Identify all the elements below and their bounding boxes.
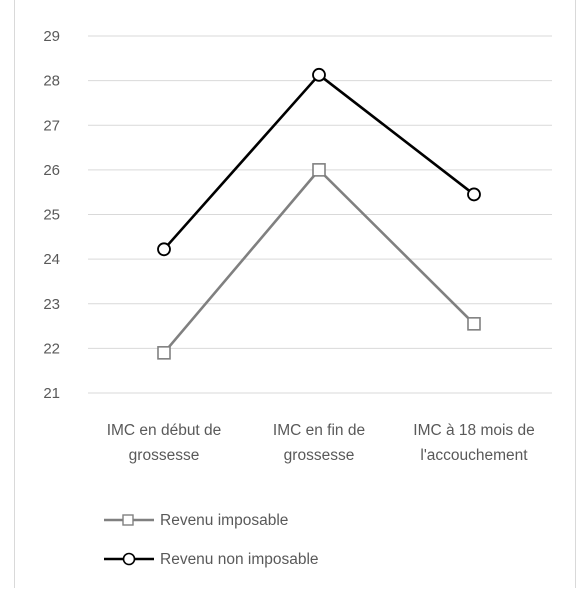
x-category-label: l'accouchement (420, 447, 528, 464)
x-category-label: IMC en fin de (273, 422, 365, 439)
gridlines (88, 35, 552, 394)
series-line-1 (163, 73, 475, 251)
data-point-square (157, 346, 171, 360)
data-point-circle (157, 242, 171, 257)
y-tick-label: 26 (43, 162, 60, 179)
y-tick-label: 23 (43, 296, 60, 313)
y-tick-label: 29 (43, 28, 60, 45)
legend-marker-square (122, 514, 134, 526)
x-axis-categories: IMC en début de grossesse IMC en fin de gro… (107, 422, 535, 464)
data-point-circle (467, 187, 481, 202)
y-axis-ticks: 21 22 23 24 25 26 27 28 29 (43, 28, 60, 402)
legend: Revenu imposable Revenu non imposable (104, 512, 319, 568)
data-point-square (467, 317, 481, 331)
x-category-label: grossesse (284, 447, 355, 464)
y-tick-label: 28 (43, 73, 60, 90)
legend-label: Revenu non imposable (160, 551, 319, 568)
y-tick-label: 25 (43, 207, 60, 224)
x-category-label: IMC en début de (107, 422, 222, 439)
x-category-label: grossesse (129, 447, 200, 464)
series-lines (157, 67, 481, 360)
y-tick-label: 21 (43, 385, 60, 402)
x-category-label: IMC à 18 mois de (413, 422, 534, 439)
legend-marker-circle (122, 552, 136, 566)
chart-frame (14, 0, 576, 588)
y-tick-label: 27 (43, 117, 60, 134)
y-tick-label: 22 (43, 340, 60, 357)
data-point-circle (312, 67, 326, 82)
data-point-square (312, 163, 326, 177)
y-tick-label: 24 (43, 251, 60, 268)
legend-label: Revenu imposable (160, 512, 288, 529)
